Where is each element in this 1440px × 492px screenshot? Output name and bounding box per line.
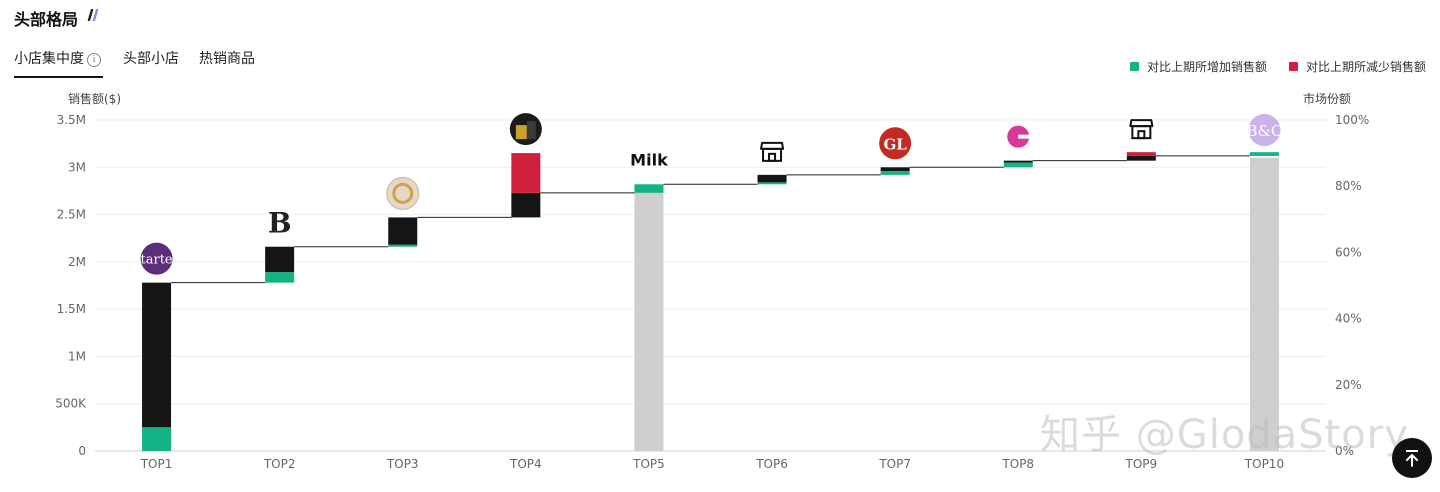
y-tick-label: 2.5M [57, 208, 86, 222]
logo-product [515, 125, 527, 140]
logo-circle [632, 144, 665, 177]
logo-circle [879, 127, 912, 160]
y-tick-label: 500K [55, 397, 87, 411]
y2-tick-label: 40% [1335, 312, 1362, 326]
y2-tick-label: 20% [1335, 378, 1362, 392]
tab-top-stores[interactable]: 头部小店 [123, 48, 179, 78]
bar-segment-decrease [511, 153, 541, 193]
bar-segment-base [1126, 155, 1156, 161]
logo-text: GL [883, 135, 907, 153]
page-title: 头部格局 [14, 10, 79, 29]
store-icon [1125, 112, 1158, 145]
x-tick-label: TOP7 [878, 457, 911, 471]
y-tick-label: 3.5M [57, 113, 86, 127]
x-tick-label: TOP9 [1125, 457, 1158, 471]
market-share-bar [634, 185, 664, 451]
logo-crest [392, 182, 414, 204]
milk-makeup-logo: Milk [630, 144, 668, 177]
info-icon[interactable]: i [87, 53, 101, 67]
legend-item-increase[interactable]: 对比上期所增加销售额 [1129, 58, 1267, 75]
logo-circle [386, 176, 420, 210]
store-roof [760, 141, 785, 150]
x-tick-label: TOP10 [1244, 457, 1284, 471]
logo-circle [1125, 112, 1158, 145]
store-icon [756, 134, 789, 167]
logo-text: tarte [140, 253, 172, 268]
bc-logo: B&C [1247, 114, 1283, 147]
y2-tick-label: 80% [1335, 179, 1362, 193]
y-tick-label: 3M [68, 160, 86, 174]
tab-concentration-label: 小店集中度 [14, 51, 84, 67]
legend-swatch-increase [1129, 62, 1139, 71]
lion-crest-logo [386, 176, 420, 210]
y-tick-label: 0 [78, 444, 86, 458]
y-axis-title: 销售额($) [68, 91, 121, 106]
arrow-up-icon [1406, 450, 1418, 467]
logo-circle [263, 206, 296, 239]
bar-segment-increase [265, 272, 295, 283]
y2-axis-title: 市场份额 [1303, 91, 1351, 106]
logo-text: B&C [1247, 122, 1283, 140]
store-door [1137, 130, 1146, 140]
market-share-bar [1249, 157, 1279, 451]
x-tick-label: TOP1 [140, 457, 173, 471]
gl-logo: GL [879, 127, 912, 160]
bar-segment-increase [388, 244, 418, 247]
bar-segment-decrease [1126, 152, 1156, 156]
store-door [768, 152, 777, 162]
bar-segment-base [1003, 160, 1033, 163]
bar-segment-base [880, 167, 910, 172]
logo-mark-cut [1018, 134, 1031, 139]
legend-label-decrease: 对比上期所减少销售额 [1305, 60, 1426, 74]
b-logo: B [263, 206, 296, 240]
bar-segment-base [142, 282, 172, 428]
c-logo [1002, 120, 1035, 153]
x-tick-label: TOP8 [1001, 457, 1034, 471]
legend-item-decrease[interactable]: 对比上期所减少销售额 [1288, 58, 1426, 75]
bar-segment-base [265, 246, 295, 273]
x-tick-label: TOP4 [509, 457, 542, 471]
bar-segment-increase [142, 427, 172, 451]
y2-tick-label: 100% [1335, 113, 1369, 127]
title-decoration-icon [87, 9, 99, 21]
y2-tick-label: 0% [1335, 444, 1354, 458]
store-roof [1129, 119, 1154, 128]
back-to-top-button[interactable] [1392, 438, 1432, 478]
bar-segment-base [511, 192, 541, 218]
bar-segment-increase [757, 182, 787, 185]
tab-bar: 小店集中度 i 头部小店 热销商品 [14, 48, 275, 78]
x-tick-label: TOP6 [755, 457, 788, 471]
logo-text: Milk [630, 150, 668, 169]
y2-tick-label: 60% [1335, 245, 1362, 259]
logo-circle [140, 242, 173, 275]
y-tick-label: 1M [68, 349, 86, 363]
x-tick-label: TOP3 [386, 457, 419, 471]
logo-text: B [268, 207, 292, 240]
bar-segment-increase [634, 184, 664, 193]
bar-segment-base [757, 174, 787, 183]
logo-circle [756, 134, 789, 167]
bar-segment-increase [1003, 162, 1033, 168]
legend-label-increase: 对比上期所增加销售额 [1146, 60, 1267, 74]
x-tick-label: TOP2 [263, 457, 296, 471]
bar-segment-increase [1249, 152, 1279, 156]
bar-segment-base [388, 217, 418, 245]
tab-hot-products-label: 热销商品 [199, 51, 255, 67]
logo-circle [1248, 114, 1281, 147]
watermark: 知乎 @GlodaStory [1040, 412, 1409, 458]
x-tick-label: TOP5 [632, 457, 665, 471]
bar-segment-increase [880, 171, 910, 175]
legend-swatch-decrease [1288, 62, 1298, 71]
y-tick-label: 2M [68, 255, 86, 269]
tarte-logo: tarte [140, 242, 173, 275]
tab-top-stores-label: 头部小店 [123, 51, 179, 67]
logo-product [526, 121, 536, 140]
chart-legend: 对比上期所增加销售额 对比上期所减少销售额 [1129, 58, 1426, 75]
tab-concentration[interactable]: 小店集中度 i [14, 48, 103, 78]
tab-hot-products[interactable]: 热销商品 [199, 48, 255, 78]
gold-brand-logo [509, 113, 542, 146]
y-tick-label: 1.5M [57, 302, 86, 316]
